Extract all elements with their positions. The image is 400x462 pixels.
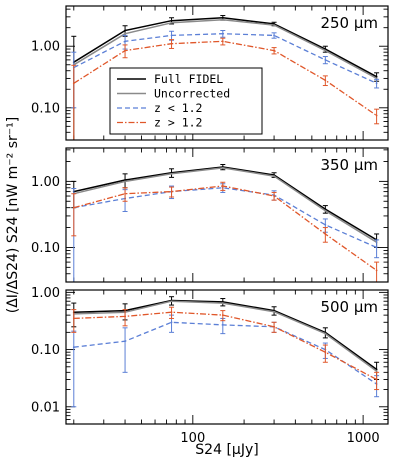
data-point-zhigh [124, 49, 126, 52]
data-point-zhigh [324, 233, 327, 235]
panel-3: 0.01 0.10 1.00 500 μm [31, 286, 389, 425]
data-point-zlow [273, 34, 275, 37]
legend-label-uncorrected: Uncorrected [154, 87, 230, 101]
y-tick-label: 1.00 [31, 286, 60, 301]
data-point-zhigh [273, 325, 275, 328]
data-point-full [170, 19, 173, 22]
data-point-zhigh [324, 351, 327, 354]
data-point-zlow [170, 34, 173, 37]
y-tick-label: 0.10 [31, 101, 60, 116]
series-line-zlow [73, 187, 377, 249]
data-point-uncorrected [170, 172, 173, 175]
data-point-uncorrected [273, 24, 275, 27]
panel-label: 350 μm [320, 156, 378, 174]
series-line-full [73, 166, 377, 241]
panel-frame [65, 147, 389, 283]
panel-label: 250 μm [320, 14, 378, 32]
data-point-zhigh [273, 49, 275, 52]
panel-2: 0.10 1.00 350 μm [31, 147, 389, 283]
data-point-zlow [324, 223, 327, 226]
y-tick-label: 1.00 [31, 40, 60, 55]
data-point-uncorrected [221, 166, 224, 169]
data-point-uncorrected [273, 175, 275, 178]
data-point-zlow [124, 40, 126, 43]
x-tick-label: 100 [180, 431, 205, 446]
data-point-full [324, 48, 327, 50]
data-point-zhigh [221, 185, 224, 187]
data-point-uncorrected [221, 18, 224, 21]
data-point-zhigh [375, 114, 378, 117]
data-point-zhigh [375, 269, 378, 272]
panel-frame [65, 289, 389, 425]
data-point-zhigh [273, 195, 275, 197]
x-tick-label: 1000 [347, 431, 380, 446]
series-line-zhigh [73, 185, 377, 271]
data-point-zhigh [375, 378, 378, 381]
series-line-zhigh [73, 311, 377, 381]
data-point-zhigh [72, 206, 75, 209]
data-point-uncorrected [170, 21, 173, 24]
y-tick-label: 1.00 [31, 175, 60, 190]
data-point-uncorrected [324, 332, 327, 335]
data-point-zhigh [221, 314, 224, 317]
data-point-uncorrected [324, 49, 327, 52]
data-point-uncorrected [273, 310, 275, 313]
data-point-zhigh [170, 42, 173, 45]
data-point-uncorrected [324, 209, 327, 212]
data-point-zhigh [221, 40, 224, 43]
data-point-zlow [124, 340, 126, 343]
data-point-zhigh [72, 317, 75, 320]
panel-frame [65, 5, 389, 141]
data-point-uncorrected [221, 302, 224, 304]
panel-label: 500 μm [320, 298, 378, 316]
data-point-zhigh [124, 192, 126, 195]
series-line-zlow [73, 321, 377, 385]
data-point-zlow [170, 321, 173, 324]
legend-label-zhigh: z > 1.2 [154, 116, 202, 130]
data-point-zlow [375, 246, 378, 249]
x-axis-title: S24 [μJy] [195, 442, 258, 458]
data-point-zhigh [170, 311, 173, 314]
data-point-zhigh [324, 79, 327, 82]
data-point-full [124, 29, 126, 32]
data-point-zlow [221, 323, 224, 326]
data-point-zlow [324, 58, 327, 61]
panel-data [71, 15, 380, 140]
data-point-full [124, 179, 126, 181]
series-line-uncorrected [73, 167, 377, 243]
data-point-full [375, 75, 378, 78]
data-point-zlow [375, 82, 378, 85]
y-tick-label: 0.10 [31, 241, 60, 256]
y-tick-label: 0.10 [31, 343, 60, 358]
panel-data [71, 164, 380, 282]
data-point-zhigh [124, 315, 126, 318]
data-point-uncorrected [375, 370, 378, 373]
data-point-zlow [221, 32, 224, 35]
data-point-zlow [72, 346, 75, 349]
data-point-zhigh [170, 190, 173, 193]
data-point-full [221, 16, 224, 19]
data-point-uncorrected [124, 32, 126, 35]
data-point-zhigh [72, 82, 75, 85]
y-axis-title: (ΔI/ΔS24) S24 [nW m⁻² sr⁻¹] [5, 117, 21, 313]
legend-label-zlow: z < 1.2 [154, 101, 202, 115]
panel-data [71, 296, 380, 408]
legend-label-full: Full FIDEL [154, 72, 223, 86]
y-tick-label: 0.01 [31, 400, 60, 415]
data-point-uncorrected [170, 300, 173, 303]
data-point-uncorrected [124, 180, 126, 183]
